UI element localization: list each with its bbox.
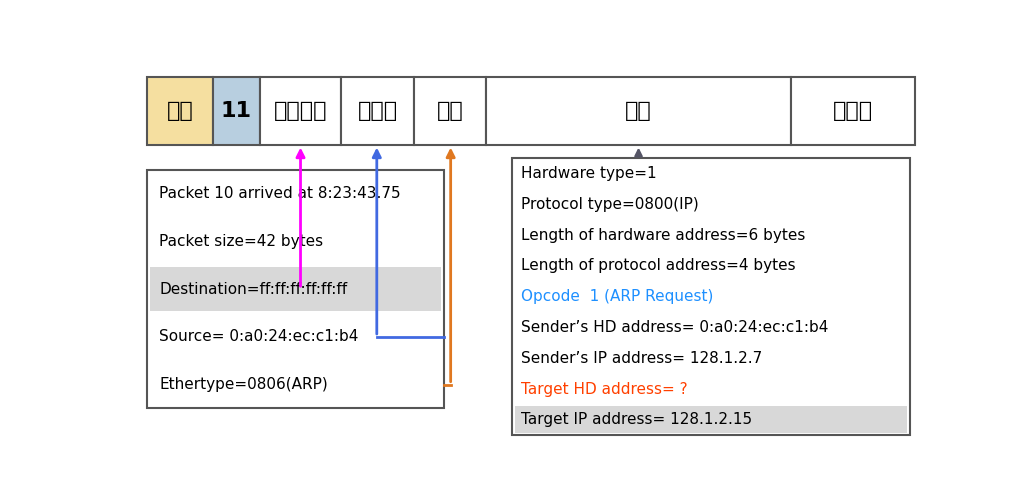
Bar	[147, 170, 444, 408]
Text: Protocol type=0800(IP): Protocol type=0800(IP)	[521, 197, 699, 212]
Bar	[486, 78, 792, 144]
Bar	[213, 78, 260, 144]
Text: Ethertype=0806(ARP): Ethertype=0806(ARP)	[160, 377, 328, 392]
Text: Sender’s IP address= 128.1.2.7: Sender’s IP address= 128.1.2.7	[521, 351, 762, 366]
Text: 11: 11	[221, 101, 252, 121]
Text: Target HD address= ?: Target HD address= ?	[521, 382, 688, 396]
Text: Target IP address= 128.1.2.15: Target IP address= 128.1.2.15	[521, 412, 752, 428]
Bar	[512, 158, 910, 435]
Text: Destination=ff:ff:ff:ff:ff:ff: Destination=ff:ff:ff:ff:ff:ff	[160, 282, 347, 296]
Text: 先导: 先导	[167, 101, 194, 121]
Bar	[260, 78, 342, 144]
Text: Length of hardware address=6 bytes: Length of hardware address=6 bytes	[521, 228, 806, 242]
Text: Opcode  1 (ARP Request): Opcode 1 (ARP Request)	[521, 290, 714, 304]
Text: Hardware type=1: Hardware type=1	[521, 166, 657, 181]
Bar	[342, 78, 413, 144]
Text: Packet 10 arrived at 8:23:43.75: Packet 10 arrived at 8:23:43.75	[160, 186, 401, 201]
Bar	[413, 78, 486, 144]
Text: Source= 0:a0:24:ec:c1:b4: Source= 0:a0:24:ec:c1:b4	[160, 330, 358, 344]
Bar	[150, 266, 441, 310]
Text: 校验和: 校验和	[833, 101, 873, 121]
Text: 类型: 类型	[436, 101, 463, 121]
Text: Packet size=42 bytes: Packet size=42 bytes	[160, 234, 323, 249]
Text: Sender’s HD address= 0:a0:24:ec:c1:b4: Sender’s HD address= 0:a0:24:ec:c1:b4	[521, 320, 829, 335]
Text: 目的地址: 目的地址	[274, 101, 327, 121]
Text: 数据: 数据	[625, 101, 652, 121]
Text: Length of protocol address=4 bytes: Length of protocol address=4 bytes	[521, 258, 796, 274]
Bar	[515, 406, 906, 433]
Text: 源地址: 源地址	[357, 101, 398, 121]
Bar	[147, 78, 213, 144]
Bar	[792, 78, 915, 144]
